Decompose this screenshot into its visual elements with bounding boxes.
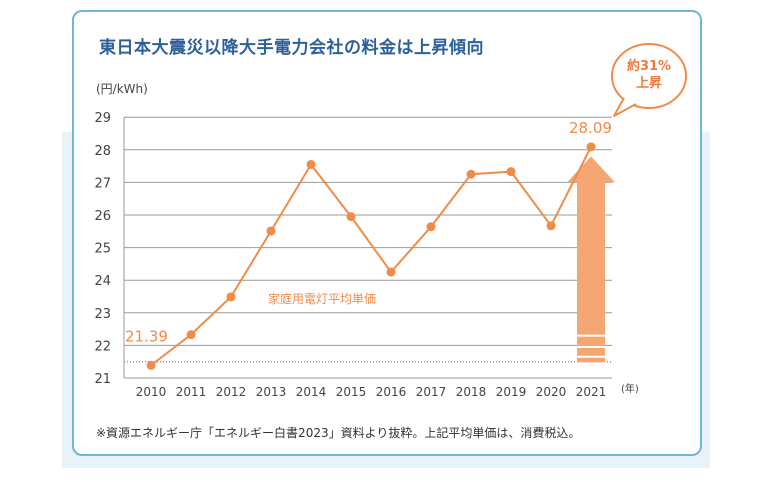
- x-tick-label: 2011: [176, 385, 207, 399]
- y-tick-label: 24: [94, 274, 111, 289]
- data-point: [146, 360, 156, 370]
- chart-title: 東日本大震災以降大手電力会社の料金は上昇傾向: [99, 38, 484, 58]
- data-label: 28.09: [569, 119, 612, 137]
- series-label: 家庭用電灯平均単価: [268, 291, 376, 306]
- callout-tail-mask: [625, 98, 635, 104]
- data-point: [426, 222, 436, 232]
- data-point: [506, 167, 516, 177]
- x-tick-label: 2015: [336, 385, 367, 399]
- data-point: [306, 159, 316, 169]
- callout-text: 約31% 上昇: [612, 58, 686, 92]
- y-tick-label: 28: [94, 144, 111, 159]
- x-tick-label: 2013: [256, 385, 287, 399]
- y-tick-label: 23: [94, 307, 111, 322]
- x-tick-label: 2017: [416, 385, 447, 399]
- data-point: [226, 292, 236, 302]
- data-point: [586, 142, 596, 152]
- footnote: ※資源エネルギー庁「エネルギー白書2023」資料より抜粋。上記平均単価は、消費税…: [96, 426, 581, 440]
- x-tick-label: 2018: [456, 385, 487, 399]
- y-axis-unit: (円/kWh): [96, 82, 148, 96]
- x-tick-label: 2014: [296, 385, 327, 399]
- y-tick-label: 21: [94, 372, 111, 387]
- data-point: [546, 221, 556, 231]
- x-tick-label: 2020: [536, 385, 567, 399]
- x-tick-label: 2010: [136, 385, 167, 399]
- y-tick-label: 25: [94, 242, 111, 257]
- x-tick-label: 2019: [496, 385, 527, 399]
- y-tick-label: 29: [94, 111, 111, 126]
- callout-bubble: [611, 43, 687, 109]
- rise-arrow: [567, 156, 615, 363]
- data-point: [266, 226, 276, 236]
- callout-percent: 約31%: [626, 59, 672, 74]
- x-tick-label: 2016: [376, 385, 407, 399]
- data-point: [186, 330, 196, 340]
- callout-rise: 上昇: [635, 76, 662, 91]
- y-tick-label: 26: [94, 209, 111, 224]
- data-point: [346, 212, 356, 222]
- data-point: [466, 169, 476, 179]
- data-point: [386, 267, 396, 277]
- data-label: 21.39: [125, 327, 168, 345]
- y-tick-label: 27: [94, 176, 111, 191]
- x-axis-unit: (年): [621, 384, 639, 395]
- y-tick-label: 22: [94, 339, 111, 354]
- x-tick-label: 2012: [216, 385, 247, 399]
- x-tick-label: 2021: [576, 385, 607, 399]
- series-line: [150, 146, 592, 367]
